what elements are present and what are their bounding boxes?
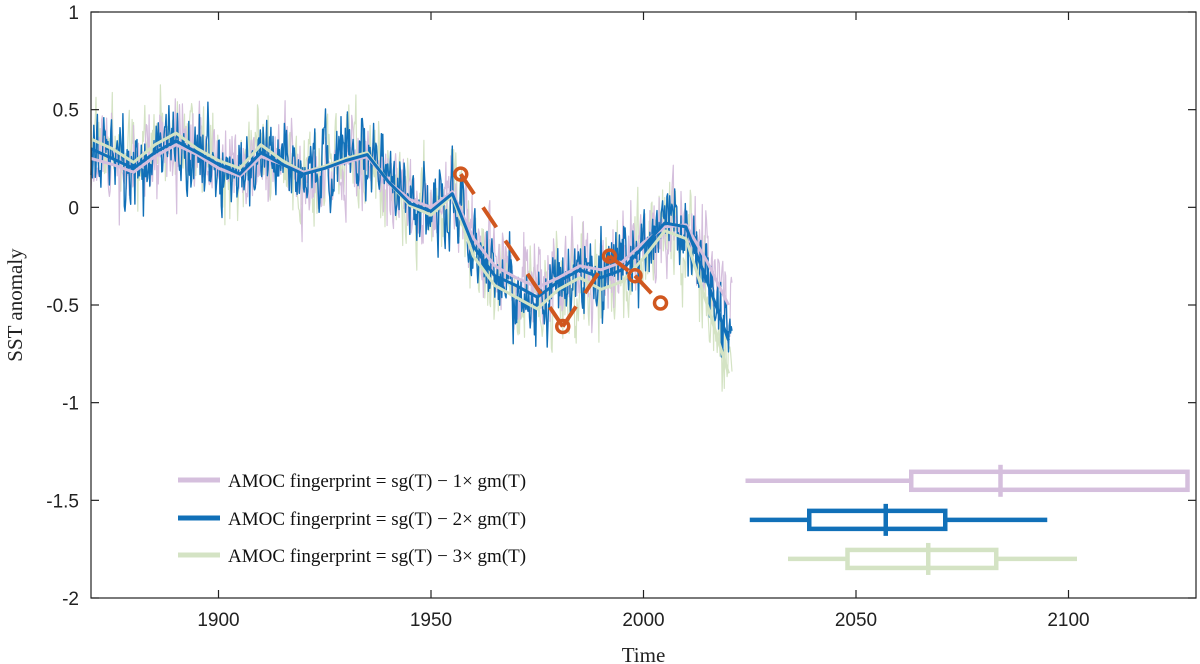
- segment-point-1: [453, 166, 469, 182]
- y-tick-label--0.5: -0.5: [46, 296, 79, 317]
- x-axis-label: Time: [622, 643, 666, 664]
- boxplot-box-1: [909, 469, 1190, 493]
- segment-point-4: [627, 267, 643, 284]
- y-tick-label--1.5: -1.5: [46, 491, 79, 512]
- segment-point-3: [601, 248, 618, 264]
- segment-point-5: [652, 295, 669, 311]
- x-tick-label-2100: 2100: [1047, 610, 1089, 631]
- y-axis-label: SST anomaly: [3, 248, 27, 362]
- series-smoothed-1: [90, 143, 730, 306]
- x-tick-label-2000: 2000: [622, 610, 664, 631]
- legend-label-2: AMOC fingerprint = sg(T) − 2× gm(T): [228, 509, 526, 530]
- y-tick-label-0: 0: [68, 198, 79, 219]
- series-smoothed-3: [90, 131, 730, 374]
- monthly-noise-layer: [90, 84, 733, 392]
- series-smoothed-2: [90, 139, 730, 341]
- y-tick-label-0.5: 0.5: [53, 101, 79, 122]
- segment-point-2: [555, 318, 571, 335]
- boxplot-box-2: [807, 508, 948, 532]
- legend-label-1: AMOC fingerprint = sg(T) − 1× gm(T): [228, 471, 526, 492]
- smoothed-series-layer: [90, 131, 730, 374]
- series-noise-2: [90, 101, 733, 358]
- boxplot-layer: [745, 464, 1190, 575]
- legend-label-3: AMOC fingerprint = sg(T) − 3× gm(T): [228, 546, 526, 567]
- x-tick-label-1900: 1900: [197, 610, 239, 631]
- x-tick-label-2050: 2050: [835, 610, 877, 631]
- segment-line-2: [561, 255, 612, 328]
- tick-layer: 1900 1950 2000 2050 2100 -2 -1.5 -1 -0.5 0 0.5 1: [46, 3, 1196, 631]
- y-tick-label-1: 1: [68, 3, 79, 24]
- legend: AMOC fingerprint = sg(T) − 1× gm(T) AMOC …: [178, 471, 526, 567]
- y-tick-label--1: -1: [62, 394, 79, 415]
- x-tick-label-1950: 1950: [410, 610, 452, 631]
- y-tick-label--2: -2: [62, 589, 79, 610]
- segment-layer: [453, 166, 669, 335]
- segment-line-1: [459, 173, 565, 328]
- series-noise-3: [90, 84, 733, 392]
- boxplot-box-3: [845, 547, 999, 571]
